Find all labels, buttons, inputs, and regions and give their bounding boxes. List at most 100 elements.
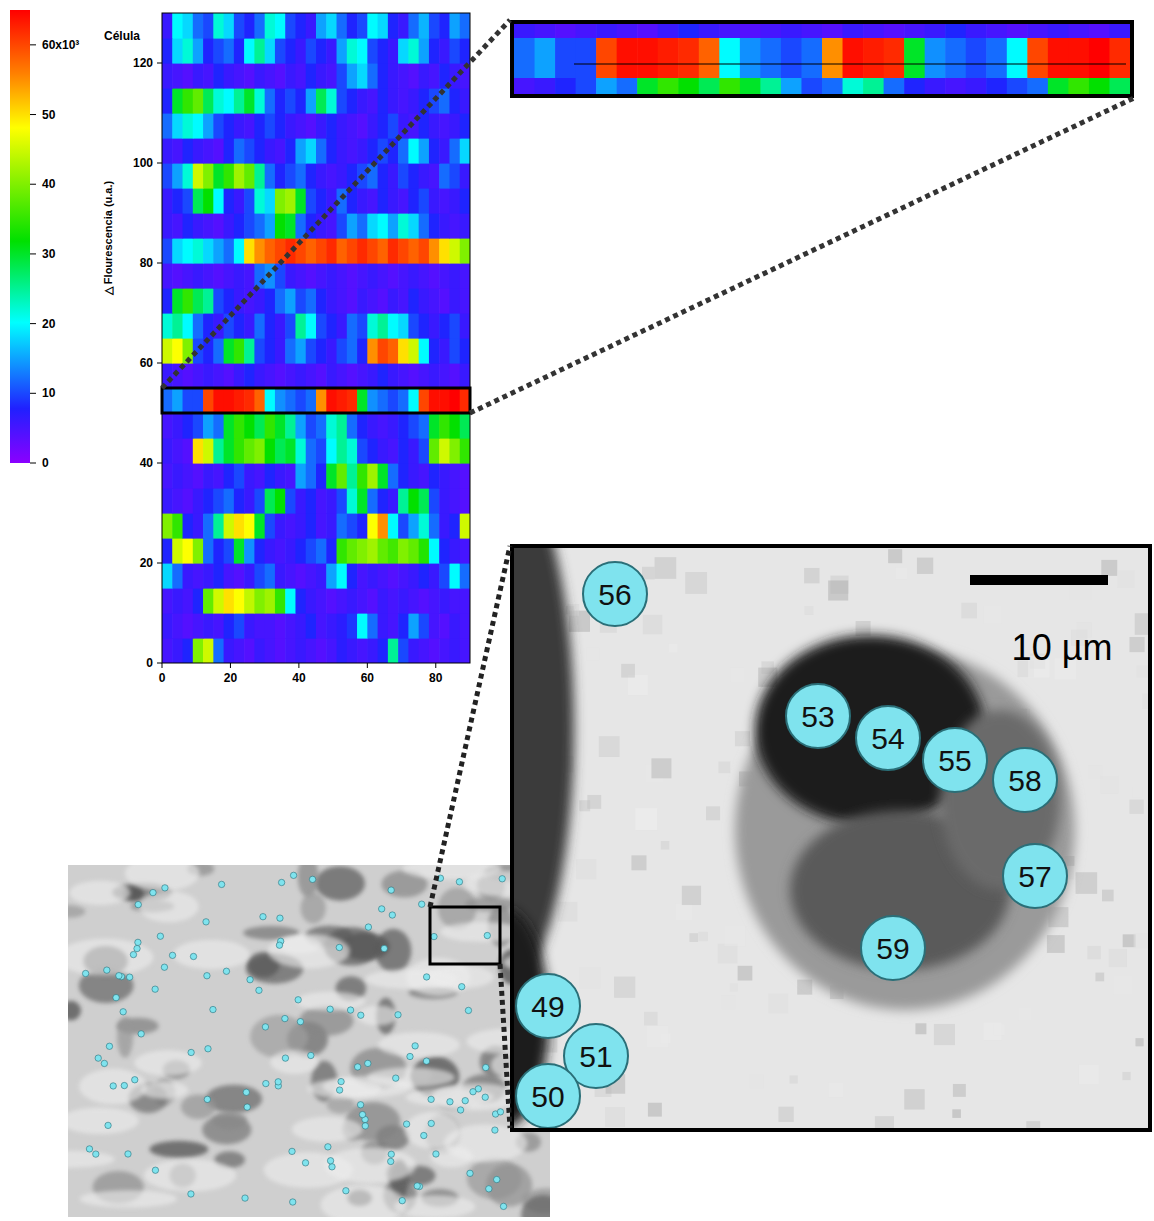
pixel-noise [1100,776,1118,794]
cell-label: 56 [598,578,631,611]
pixel-noise [631,855,646,870]
image-connector [500,964,510,1128]
y-tick [157,263,162,264]
heatmap-cell [203,488,214,514]
tissue-light [292,1117,363,1142]
heatmap-cell [265,588,276,614]
heatmap-cell [265,113,276,139]
heatmap-cell [388,263,399,289]
heatmap-cell [306,538,317,564]
heatmap-cell [367,238,378,264]
heatmap-cell [378,538,389,564]
cell-marker [204,1096,210,1102]
heatmap-cell [265,338,276,364]
heatmap-cell [449,588,460,614]
heatmap-cell [316,113,327,139]
heatmap-cell [203,413,214,439]
cell-marker [93,1151,99,1157]
heatmap-cell [254,113,265,139]
heatmap-cell [388,438,399,464]
zoom-cell [863,78,884,94]
heatmap-cell [388,613,399,639]
heatmap-cell [172,438,183,464]
pixel-noise [706,806,720,820]
heatmap-cell [213,538,224,564]
heatmap-cell [193,13,204,39]
heatmap-cell [183,438,194,464]
heatmap-cell [224,63,235,89]
tissue-light [69,881,130,905]
cell-label-marker [861,916,925,980]
cell-label: 51 [579,1040,612,1073]
heatmap-cell [162,38,173,64]
heatmap-cell [326,213,337,239]
heatmap-cell [326,38,337,64]
heatmap-cell [460,263,470,289]
heatmap-cell [326,238,337,264]
heatmap-cell [347,13,358,39]
heatmap-cell [408,313,419,339]
heatmap-cell [213,438,224,464]
heatmap-cell [213,613,224,639]
pixel-noise [651,758,671,778]
zoom-cell [925,24,946,38]
cell-label: 50 [531,1080,564,1113]
heatmap-cell [162,213,173,239]
heatmap-cell [439,388,450,414]
heatmap-cell [388,313,399,339]
heatmap-cell [337,488,348,514]
heatmap-cell [275,413,286,439]
heatmap-cell [408,388,419,414]
heatmap-cell [295,263,306,289]
heatmap-cell [398,563,409,589]
heatmap-cell [439,288,450,314]
heatmap-cell [193,213,204,239]
zoom-cell [966,24,987,38]
cell-marker [327,1158,333,1164]
heatmap-cell [337,88,348,114]
heatmap-cell [337,538,348,564]
heatmap-cell [388,38,399,64]
heatmap-cell [378,113,389,139]
heatmap-cell [254,288,265,314]
heatmap-cell [337,463,348,489]
heatmap-cell [357,438,368,464]
zoom-cell [1048,78,1069,94]
heatmap-cell [275,588,286,614]
zoom-cell [1007,24,1028,38]
cell-marker [116,973,122,979]
heatmap-cell [275,513,286,539]
heatmap-cell [265,463,276,489]
heatmap-cell [460,338,470,364]
cell-marker [110,1083,116,1089]
heatmap-cell [316,138,327,164]
heatmap-cell [224,213,235,239]
heatmap-cell [398,238,409,264]
cell-marker [421,1132,427,1138]
tissue-light [321,1185,407,1217]
heatmap-cell [337,13,348,39]
heatmap-cell [224,188,235,214]
heatmap-cell [275,38,286,64]
heatmap-cell [419,213,430,239]
zoom-cell [1027,24,1048,38]
heatmap-cell [244,588,255,614]
heatmap-cell [254,188,265,214]
pixel-noise [904,1089,924,1109]
heatmap-cell [367,438,378,464]
heatmap-cell [449,263,460,289]
cell-marker [105,1122,111,1128]
heatmap-cell [429,413,440,439]
heatmap-cell [337,363,348,389]
cell-marker [329,1164,335,1170]
cell-marker [459,983,465,989]
heatmap-cell [265,138,276,164]
pixel-noise [719,761,731,773]
heatmap-cell [316,63,327,89]
colorbar-tick [30,44,36,45]
heatmap-cell [460,163,470,189]
cell-label: 59 [876,932,909,965]
heatmap-cell [224,138,235,164]
heatmap-cell [429,263,440,289]
heatmap-cell [213,213,224,239]
